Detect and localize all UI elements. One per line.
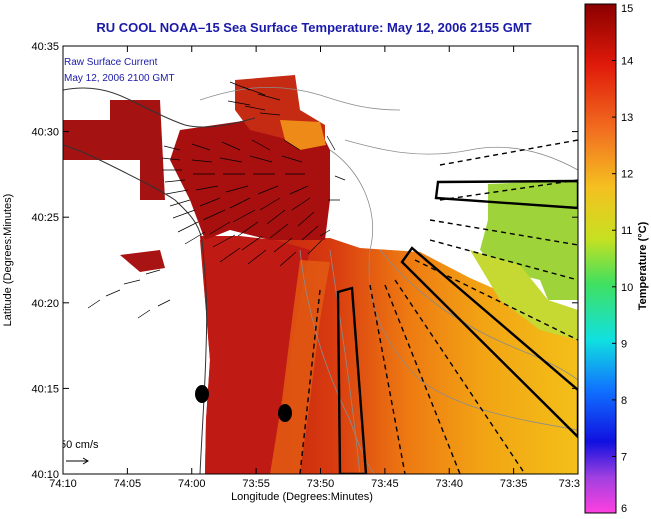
colorbar-tick-label: 9 [621, 338, 627, 350]
y-axis-label: Latitude (Degrees:Minutes) [2, 194, 14, 327]
y-tick-label: 40:30 [31, 127, 59, 139]
glider-track-outlines [336, 179, 578, 474]
colorbar-tick-label: 12 [621, 169, 633, 181]
station-marker-1 [195, 385, 209, 403]
x-axis-label: Longitude (Degrees:Minutes) [231, 491, 373, 503]
x-axis: 74:10 74:05 74:00 73:55 73:50 73:45 73:40 73:35… [49, 46, 580, 490]
coastline [63, 144, 208, 474]
colorbar-swatch [584, 3, 617, 514]
map-plot-area: Raw Surface Current May 12, 2006 2100 GM… [60, 46, 578, 474]
colorbar-tick-label: 10 [621, 282, 633, 294]
x-tick-label: 74:00 [178, 478, 206, 490]
legend-line-1: Raw Surface Current [64, 57, 158, 68]
x-tick-label: 73:50 [307, 478, 335, 490]
y-axis: 40:35 40:30 40:25 40:20 40:15 40:10 [31, 41, 578, 481]
sst-field-north-warm [280, 120, 326, 150]
x-tick-label: 74:10 [49, 478, 77, 490]
surface-current-vectors [87, 81, 346, 319]
colorbar-tick-label: 7 [621, 451, 627, 463]
colorbar-ticks: 15 14 13 12 11 10 9 8 7 6 [612, 3, 633, 515]
y-tick-label: 40:10 [31, 469, 59, 481]
sst-field-offshore-mid [470, 250, 578, 340]
colorbar: 15 14 13 12 11 10 9 8 7 6 Temperature (°C) [584, 3, 649, 515]
scale-arrow [66, 457, 89, 465]
colorbar-tick-label: 11 [621, 225, 632, 237]
y-tick-label: 40:25 [31, 212, 59, 224]
station-marker-2 [278, 404, 292, 422]
sst-field-west-block [63, 100, 165, 200]
y-tick-label: 40:20 [31, 298, 59, 310]
legend-line-2: May 12, 2006 2100 GMT [64, 73, 175, 84]
colorbar-tick-label: 8 [621, 395, 627, 407]
map-title: RU COOL NOAA–15 Sea Surface Temperature:… [96, 20, 531, 35]
y-tick-label: 40:15 [31, 383, 59, 395]
x-tick-label: 73:55 [242, 478, 270, 490]
x-tick-label: 73:40 [435, 478, 463, 490]
colorbar-label: Temperature (°C) [637, 221, 649, 310]
coastline-upper [63, 87, 256, 128]
colorbar-tick-label: 14 [621, 56, 633, 68]
colorbar-tick-label: 13 [621, 112, 633, 124]
colorbar-tick-label: 15 [621, 3, 633, 15]
x-tick-label: 73:35 [500, 478, 528, 490]
sst-field-sw-patch [120, 250, 165, 272]
x-tick-label: 73:3 [559, 478, 580, 490]
y-tick-label: 40:35 [31, 41, 59, 53]
x-tick-label: 73:45 [371, 478, 399, 490]
x-tick-label: 74:05 [114, 478, 142, 490]
sst-field-nearshore [200, 236, 310, 474]
scale-label: 50 cm/s [60, 439, 99, 451]
colorbar-tick-label: 6 [621, 503, 627, 515]
